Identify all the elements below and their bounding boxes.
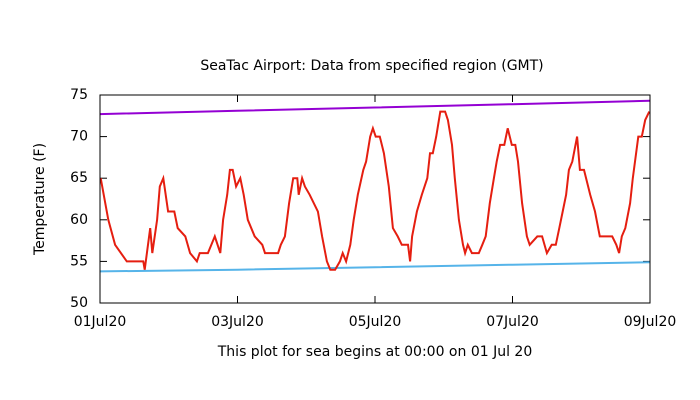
y-axis-title: Temperature (F)	[32, 143, 48, 256]
series-line	[99, 99, 651, 116]
y-tick-label: 70	[70, 129, 88, 145]
series-line	[99, 261, 651, 273]
y-tick-label: 75	[70, 87, 88, 103]
series-line	[99, 110, 651, 271]
y-tick-label: 50	[70, 295, 88, 311]
plot-frame	[99, 94, 651, 304]
y-tick-label: 60	[70, 212, 88, 228]
x-axis-title: This plot for sea begins at 00:00 on 01 …	[217, 344, 533, 360]
y-tick-label: 55	[70, 253, 88, 269]
x-tick-label: 09Jul20	[624, 314, 677, 330]
x-tick-label: 03Jul20	[211, 314, 264, 330]
x-tick-label: 05Jul20	[349, 314, 402, 330]
chart-title: SeaTac Airport: Data from specified regi…	[200, 58, 543, 74]
x-tick-label: 01Jul20	[74, 314, 127, 330]
y-tick-label: 65	[70, 170, 88, 186]
x-tick-label: 07Jul20	[486, 314, 539, 330]
